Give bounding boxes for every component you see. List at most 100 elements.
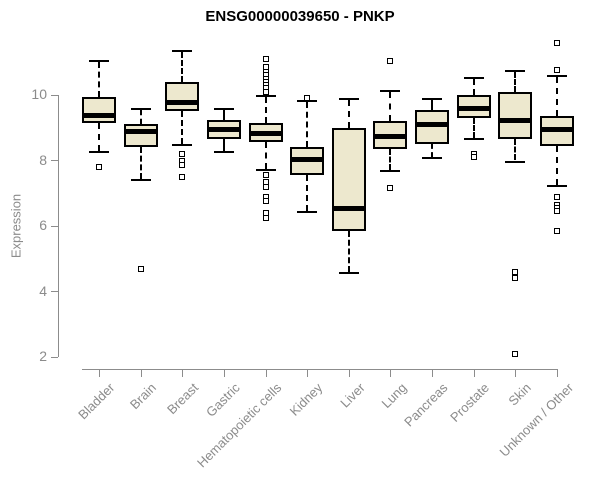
upper-whisker-cap xyxy=(89,60,109,63)
lower-whisker-cap xyxy=(422,157,443,160)
x-tick-label-2: Breast xyxy=(163,380,201,418)
upper-whisker-cap xyxy=(547,74,568,77)
outlier-point xyxy=(470,154,477,161)
lower-whisker-line xyxy=(98,122,100,151)
y-tick-label: 10 xyxy=(31,86,47,102)
box xyxy=(331,127,366,231)
upper-whisker-line xyxy=(472,78,475,95)
median-line xyxy=(498,117,533,123)
lower-whisker-cap xyxy=(547,185,568,188)
outlier-point xyxy=(179,162,186,169)
x-tick-label-1: Brain xyxy=(127,380,160,413)
x-tick-label-3: Gastric xyxy=(202,380,243,420)
outlier-point xyxy=(512,275,519,282)
x-tick-label-5: Kidney xyxy=(287,380,326,419)
outlier-point xyxy=(512,350,519,357)
median-line xyxy=(206,127,241,133)
median-line xyxy=(82,112,116,118)
outlier-point xyxy=(554,227,561,234)
x-tick-label-8: Pancreas xyxy=(401,380,451,430)
y-tick-label: 6 xyxy=(39,217,47,233)
upper-whisker-line xyxy=(389,91,392,122)
median-line xyxy=(290,156,325,162)
outlier-point xyxy=(554,39,561,46)
x-tick xyxy=(557,369,559,377)
y-tick xyxy=(51,94,58,96)
chart-title: ENSG00000039650 - PNKP xyxy=(205,8,395,25)
outlier-point xyxy=(387,185,394,192)
median-line xyxy=(165,99,200,105)
outlier-point xyxy=(137,265,144,272)
x-tick xyxy=(348,369,350,377)
upper-whisker-line xyxy=(431,99,434,110)
upper-whisker-line xyxy=(306,101,309,148)
upper-whisker-cap xyxy=(213,107,234,110)
upper-whisker-cap xyxy=(255,94,276,97)
upper-whisker-line xyxy=(514,72,517,92)
x-tick xyxy=(515,369,517,377)
lower-whisker-cap xyxy=(213,150,234,153)
y-tick-label: 4 xyxy=(39,282,47,299)
outlier-point xyxy=(304,95,311,102)
lower-whisker-line xyxy=(222,139,225,151)
outlier-point xyxy=(554,208,561,215)
lower-whisker-line xyxy=(556,145,559,186)
y-tick xyxy=(51,225,58,227)
y-tick xyxy=(51,291,58,292)
x-tick xyxy=(432,369,434,377)
x-tick xyxy=(223,369,225,377)
lower-whisker-cap xyxy=(380,170,401,173)
lower-whisker-line xyxy=(306,175,309,212)
outlier-point xyxy=(96,164,102,171)
outlier-point xyxy=(512,268,519,275)
x-tick-label-0: Bladder xyxy=(75,380,118,423)
lower-whisker-line xyxy=(514,139,517,161)
box xyxy=(123,124,158,148)
lower-whisker-line xyxy=(139,147,142,179)
lower-whisker-line xyxy=(181,111,184,145)
lower-whisker-cap xyxy=(130,178,151,181)
upper-whisker-line xyxy=(98,62,100,97)
outlier-point xyxy=(262,55,269,62)
upper-whisker-line xyxy=(139,109,142,125)
upper-whisker-line xyxy=(264,96,267,123)
outlier-point xyxy=(262,172,269,179)
box xyxy=(82,96,116,123)
x-axis-line xyxy=(82,369,558,370)
lower-whisker-cap xyxy=(297,211,318,214)
upper-whisker-cap xyxy=(422,97,443,100)
lower-whisker-cap xyxy=(172,144,193,147)
upper-whisker-line xyxy=(181,52,184,82)
lower-whisker-cap xyxy=(463,137,484,140)
lower-whisker-cap xyxy=(89,150,109,153)
x-tick-label-9: Prostate xyxy=(447,380,493,425)
x-tick-label-10: Skin xyxy=(505,380,535,409)
upper-whisker-cap xyxy=(338,97,359,100)
upper-whisker-cap xyxy=(172,50,193,53)
outlier-point xyxy=(554,67,561,74)
median-line xyxy=(373,133,408,139)
upper-whisker-line xyxy=(347,99,350,128)
x-tick xyxy=(390,369,392,377)
upper-whisker-line xyxy=(222,109,225,120)
outlier-point xyxy=(262,214,269,221)
outlier-point xyxy=(262,198,269,205)
lower-whisker-cap xyxy=(255,168,276,171)
median-line xyxy=(248,130,283,136)
lower-whisker-line xyxy=(472,117,475,138)
x-tick-label-7: Lung xyxy=(378,380,410,412)
lower-whisker-cap xyxy=(505,160,526,163)
median-line xyxy=(415,122,450,128)
upper-whisker-cap xyxy=(130,107,151,110)
median-line xyxy=(456,106,491,112)
x-tick xyxy=(99,369,100,377)
upper-whisker-line xyxy=(556,76,559,117)
box xyxy=(165,81,200,112)
y-axis-line xyxy=(58,95,59,357)
upper-whisker-cap xyxy=(380,89,401,92)
outlier-point xyxy=(262,183,269,190)
median-line xyxy=(540,127,575,133)
lower-whisker-cap xyxy=(338,271,359,274)
